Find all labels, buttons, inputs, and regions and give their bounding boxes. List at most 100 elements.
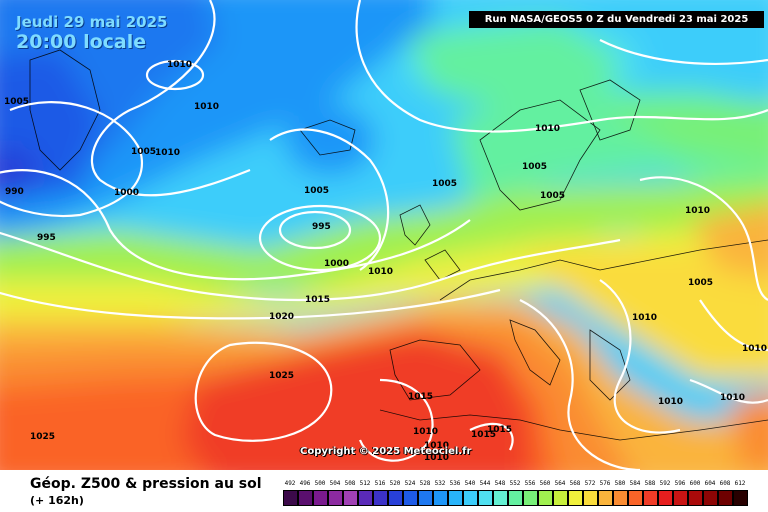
legend-swatch: [298, 490, 313, 506]
weather-map: 1010 1005 1010 1005 1000 990 995 1005 99…: [0, 0, 768, 470]
legend-value: 500: [314, 480, 326, 487]
isobar-label: 1010: [368, 267, 393, 277]
legend-swatch: [508, 490, 523, 506]
isobar-label: 1010: [632, 313, 657, 323]
legend-value: 560: [539, 480, 551, 487]
legend-value: 528: [419, 480, 431, 487]
isobar-label: 1010: [685, 206, 710, 216]
legend-swatch: [703, 490, 718, 506]
legend-value: 496: [299, 480, 311, 487]
legend-swatch: [313, 490, 328, 506]
legend-value: 508: [344, 480, 356, 487]
legend-value: 552: [509, 480, 521, 487]
geopotential-field: [0, 0, 768, 470]
isobar-label: 1025: [269, 371, 294, 381]
legend-value: 580: [614, 480, 626, 487]
legend-swatch: [373, 490, 388, 506]
isobar-label: 1005: [522, 162, 547, 172]
legend-value: 572: [584, 480, 596, 487]
forecast-header: Jeudi 29 mai 2025 20:00 locale: [16, 13, 168, 54]
isobar-label: 1010: [413, 427, 438, 437]
isobar-label: 1010: [424, 441, 449, 451]
isobar-label: 1005: [540, 191, 565, 201]
legend-swatch: [538, 490, 553, 506]
legend-value: 556: [524, 480, 536, 487]
legend-swatch: [388, 490, 403, 506]
legend-value: 512: [359, 480, 371, 487]
isobar-label: 1015: [408, 392, 433, 402]
legend-value: 576: [599, 480, 611, 487]
legend-value: 532: [434, 480, 446, 487]
legend-swatch: [478, 490, 493, 506]
legend-swatch: [358, 490, 373, 506]
legend-swatch: [403, 490, 418, 506]
legend-swatch: [643, 490, 658, 506]
legend-swatch: [673, 490, 688, 506]
legend-value: 548: [494, 480, 506, 487]
legend-swatch: [448, 490, 463, 506]
isobar-label: 1010: [742, 344, 767, 354]
legend-swatch: [433, 490, 448, 506]
legend-swatch: [583, 490, 598, 506]
legend-swatch: [418, 490, 433, 506]
isobar-label: 995: [37, 233, 56, 243]
legend-swatch: [628, 490, 643, 506]
model-run-banner: Run NASA/GEOS5 0 Z du Vendredi 23 mai 20…: [469, 11, 764, 28]
legend-value: 604: [704, 480, 716, 487]
isobar-label: 1010: [155, 148, 180, 158]
legend-swatch: [718, 490, 733, 506]
isobar-label: 1010: [658, 397, 683, 407]
legend-value: 568: [569, 480, 581, 487]
legend-value: 536: [449, 480, 461, 487]
chart-title: Géop. Z500 & pression au sol: [30, 476, 262, 492]
legend-value: 600: [689, 480, 701, 487]
legend-swatches: [283, 490, 748, 506]
map-footer: Géop. Z500 & pression au sol (+ 162h) 49…: [0, 470, 768, 512]
legend-value: 520: [389, 480, 401, 487]
isobar-label: 1010: [424, 453, 449, 463]
legend-swatch: [598, 490, 613, 506]
legend-swatch: [553, 490, 568, 506]
isobar-label: 1010: [167, 60, 192, 70]
legend-value: 504: [329, 480, 341, 487]
copyright-text: Copyright © 2025 Meteociel.fr: [300, 446, 472, 457]
isobar-label: 1005: [131, 147, 156, 157]
forecast-local-time: 20:00 locale: [16, 31, 147, 53]
forecast-date: Jeudi 29 mai 2025: [16, 13, 168, 31]
isobar-label: 1005: [304, 186, 329, 196]
isobar-label: 1015: [305, 295, 330, 305]
isobar-labels: 1010 1005 1010 1005 1000 990 995 1005 99…: [4, 60, 767, 463]
legend-value: 596: [674, 480, 686, 487]
legend-swatch: [613, 490, 628, 506]
legend-value: 544: [479, 480, 491, 487]
isobars: [0, 0, 768, 470]
isobar-label: 1005: [4, 97, 29, 107]
legend-value: 564: [554, 480, 566, 487]
legend-swatch: [568, 490, 583, 506]
legend-value: 592: [659, 480, 671, 487]
isobar-label: 1025: [30, 432, 55, 442]
legend-swatch: [493, 490, 508, 506]
legend-value: 584: [629, 480, 641, 487]
isobar-label: 1005: [432, 179, 457, 189]
isobar-label: 1010: [535, 124, 560, 134]
legend-value: 524: [404, 480, 416, 487]
isobar-label: 1010: [720, 393, 745, 403]
forecast-lead-time: (+ 162h): [30, 494, 84, 507]
legend-swatch: [523, 490, 538, 506]
legend-value: 540: [464, 480, 476, 487]
legend-value: 588: [644, 480, 656, 487]
isobar-label: 1015: [471, 430, 496, 440]
coastlines: [29, 49, 768, 441]
isobar-label: 1010: [194, 102, 219, 112]
isobar-label: 1000: [324, 259, 349, 269]
legend-value: 608: [719, 480, 731, 487]
legend-value: 612: [734, 480, 746, 487]
legend-swatch: [283, 490, 298, 506]
legend-swatch: [463, 490, 478, 506]
isobar-label: 1005: [688, 278, 713, 288]
isobar-label: 1020: [269, 312, 294, 322]
legend-swatch: [328, 490, 343, 506]
legend-swatch: [343, 490, 358, 506]
legend-swatch: [658, 490, 673, 506]
